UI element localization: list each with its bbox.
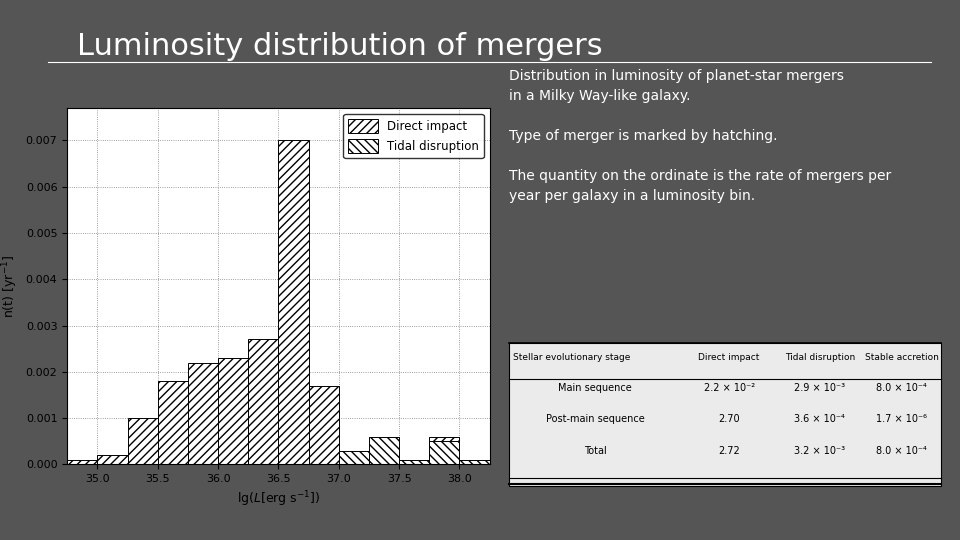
Text: 2.70: 2.70 xyxy=(718,414,740,424)
X-axis label: lg($L$[erg s$^{-1}$]): lg($L$[erg s$^{-1}$]) xyxy=(237,490,320,509)
Bar xyxy=(67,460,97,464)
Bar xyxy=(399,460,429,464)
Text: Direct impact: Direct impact xyxy=(699,353,759,362)
Text: Luminosity distribution of mergers: Luminosity distribution of mergers xyxy=(77,32,603,62)
Bar xyxy=(157,381,188,464)
Bar xyxy=(339,455,369,464)
Bar xyxy=(97,455,128,464)
Bar xyxy=(429,441,460,464)
Bar xyxy=(429,437,460,464)
Bar xyxy=(369,460,399,464)
Text: Total: Total xyxy=(584,446,607,456)
Text: Stellar evolutionary stage: Stellar evolutionary stage xyxy=(513,353,631,362)
Text: 2.9 × 10⁻³: 2.9 × 10⁻³ xyxy=(794,383,846,393)
Bar xyxy=(218,358,249,464)
Text: 1.7 × 10⁻⁶: 1.7 × 10⁻⁶ xyxy=(876,414,927,424)
Text: Stable accretion: Stable accretion xyxy=(865,353,939,362)
Text: Distribution in luminosity of planet-star mergers
in a Milky Way-like galaxy.

T: Distribution in luminosity of planet-sta… xyxy=(509,69,891,204)
Text: Post-main sequence: Post-main sequence xyxy=(546,414,644,424)
Text: Main sequence: Main sequence xyxy=(559,383,632,393)
Bar xyxy=(460,460,490,464)
Legend: Direct impact, Tidal disruption: Direct impact, Tidal disruption xyxy=(344,114,484,158)
Bar xyxy=(509,343,941,486)
Bar xyxy=(278,140,308,464)
Text: 8.0 × 10⁻⁴: 8.0 × 10⁻⁴ xyxy=(876,383,927,393)
Text: 2.72: 2.72 xyxy=(718,446,740,456)
Text: 3.2 × 10⁻³: 3.2 × 10⁻³ xyxy=(794,446,846,456)
Bar xyxy=(339,450,369,464)
Text: Tidal disruption: Tidal disruption xyxy=(784,353,855,362)
Bar xyxy=(308,386,339,464)
Bar xyxy=(188,362,218,464)
Bar xyxy=(460,460,490,464)
Text: 2.2 × 10⁻²: 2.2 × 10⁻² xyxy=(704,383,755,393)
Text: 8.0 × 10⁻⁴: 8.0 × 10⁻⁴ xyxy=(876,446,927,456)
Bar xyxy=(249,340,278,464)
Y-axis label: n(t) [yr$^{-1}$]: n(t) [yr$^{-1}$] xyxy=(1,255,20,318)
Bar xyxy=(128,418,157,464)
Text: 3.6 × 10⁻⁴: 3.6 × 10⁻⁴ xyxy=(795,414,845,424)
Bar xyxy=(399,460,429,464)
Bar xyxy=(369,437,399,464)
